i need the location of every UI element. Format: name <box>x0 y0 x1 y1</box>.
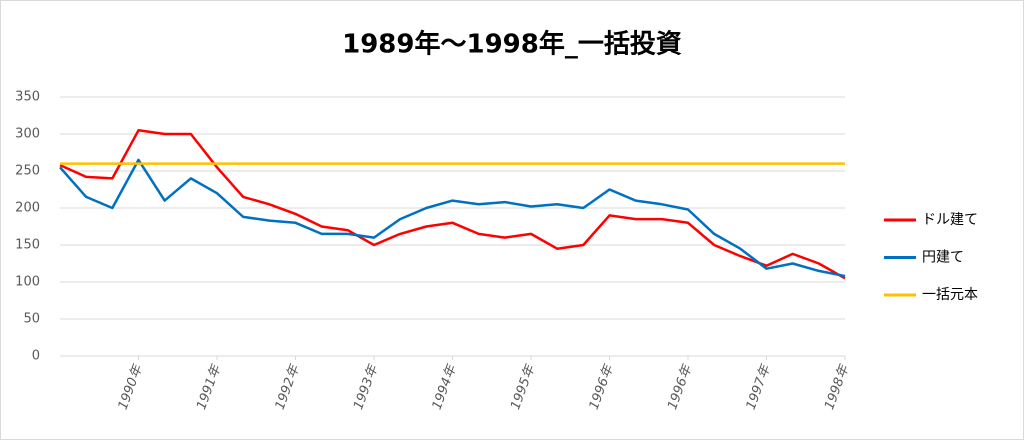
legend-label: ドル建て <box>922 212 978 228</box>
series-line <box>59 158 846 278</box>
legend-label: 円建て <box>922 250 964 266</box>
y-tick-label: 300 <box>15 127 40 142</box>
series-line <box>59 129 846 280</box>
y-tick-label: 150 <box>15 238 40 253</box>
y-tick-label: 250 <box>15 164 40 179</box>
y-tick-label: 0 <box>32 349 40 364</box>
y-tick-label: 200 <box>15 201 40 216</box>
y-tick-label: 350 <box>15 90 40 105</box>
chart-title: 1989年～1998年_一括投資 <box>342 29 682 60</box>
legend-label: 一括元本 <box>922 287 978 303</box>
y-tick-label: 50 <box>23 312 40 327</box>
y-tick-label: 100 <box>15 275 40 290</box>
